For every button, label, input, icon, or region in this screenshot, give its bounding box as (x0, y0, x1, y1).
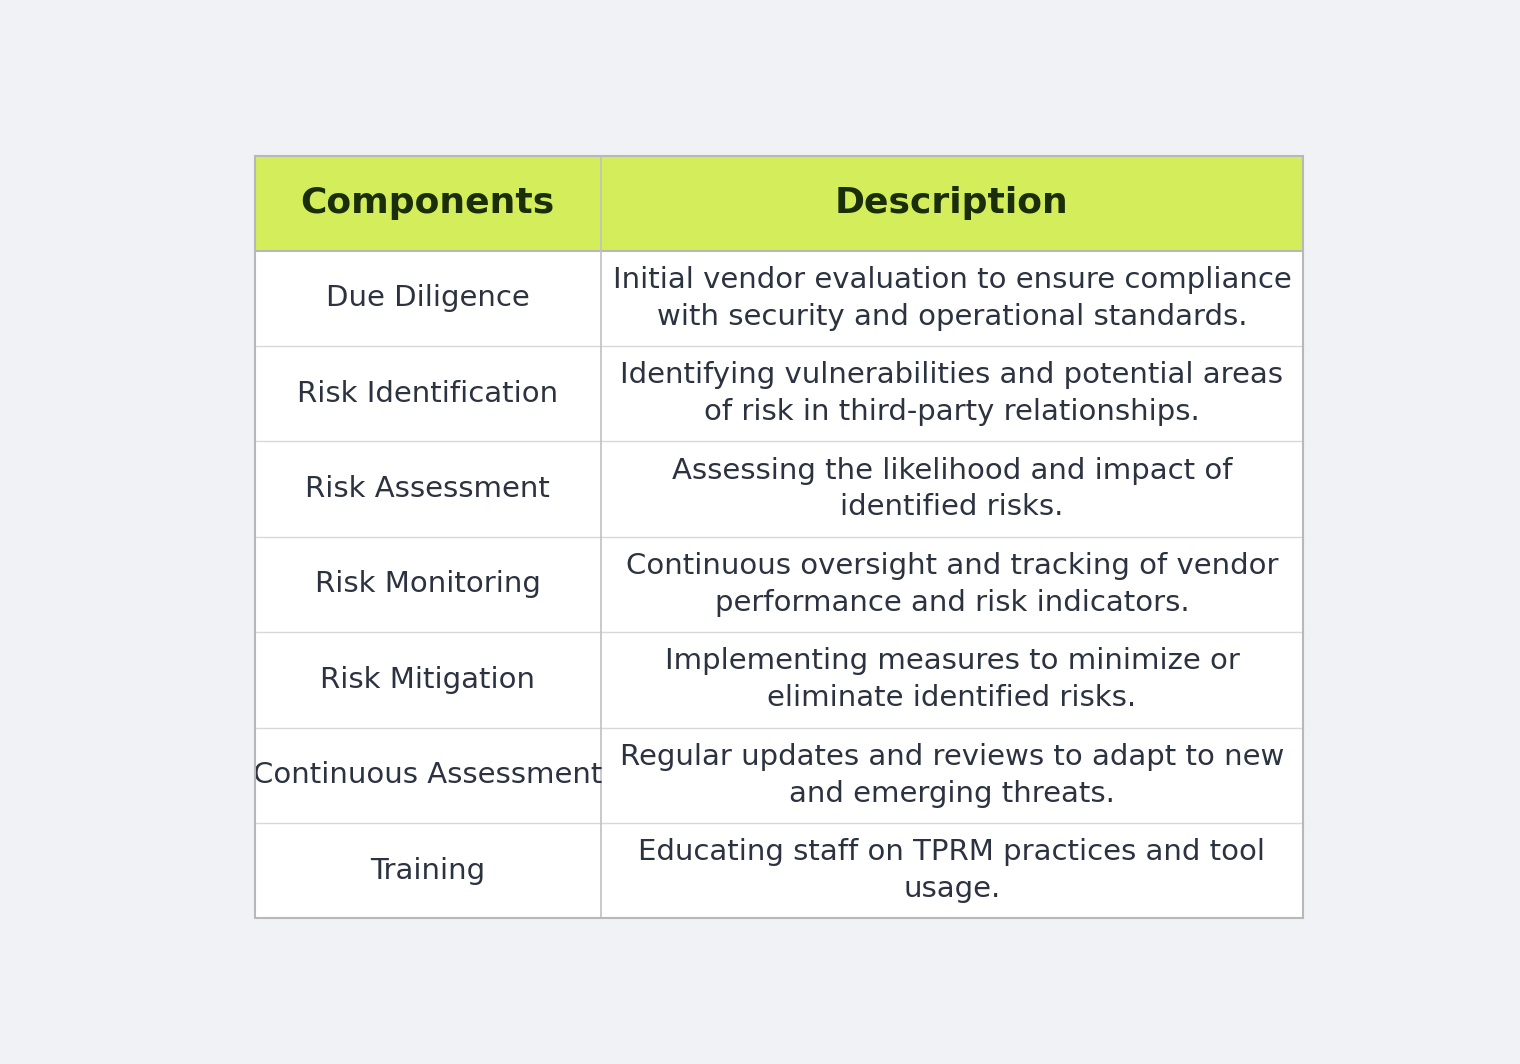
Text: Risk Identification: Risk Identification (298, 380, 558, 408)
Text: Training: Training (371, 857, 485, 884)
Text: Regular updates and reviews to adapt to new
and emerging threats.: Regular updates and reviews to adapt to … (620, 743, 1284, 808)
Text: Continuous Assessment: Continuous Assessment (254, 761, 602, 789)
Text: Components: Components (301, 186, 555, 220)
Text: Risk Monitoring: Risk Monitoring (315, 570, 541, 598)
Text: Implementing measures to minimize or
eliminate identified risks.: Implementing measures to minimize or eli… (664, 647, 1239, 712)
Text: Assessing the likelihood and impact of
identified risks.: Assessing the likelihood and impact of i… (672, 456, 1233, 521)
Text: Risk Assessment: Risk Assessment (306, 475, 550, 503)
Text: Due Diligence: Due Diligence (325, 284, 529, 312)
Bar (255, 251, 1303, 918)
Text: Description: Description (834, 186, 1069, 220)
Text: Initial vendor evaluation to ensure compliance
with security and operational sta: Initial vendor evaluation to ensure comp… (613, 266, 1292, 331)
Text: Risk Mitigation: Risk Mitigation (321, 666, 535, 694)
Text: Continuous oversight and tracking of vendor
performance and risk indicators.: Continuous oversight and tracking of ven… (626, 552, 1278, 617)
Bar (255, 156, 1303, 918)
Bar (255, 156, 1303, 251)
Text: Educating staff on TPRM practices and tool
usage.: Educating staff on TPRM practices and to… (638, 838, 1266, 903)
Text: Identifying vulnerabilities and potential areas
of risk in third-party relations: Identifying vulnerabilities and potentia… (620, 362, 1283, 426)
